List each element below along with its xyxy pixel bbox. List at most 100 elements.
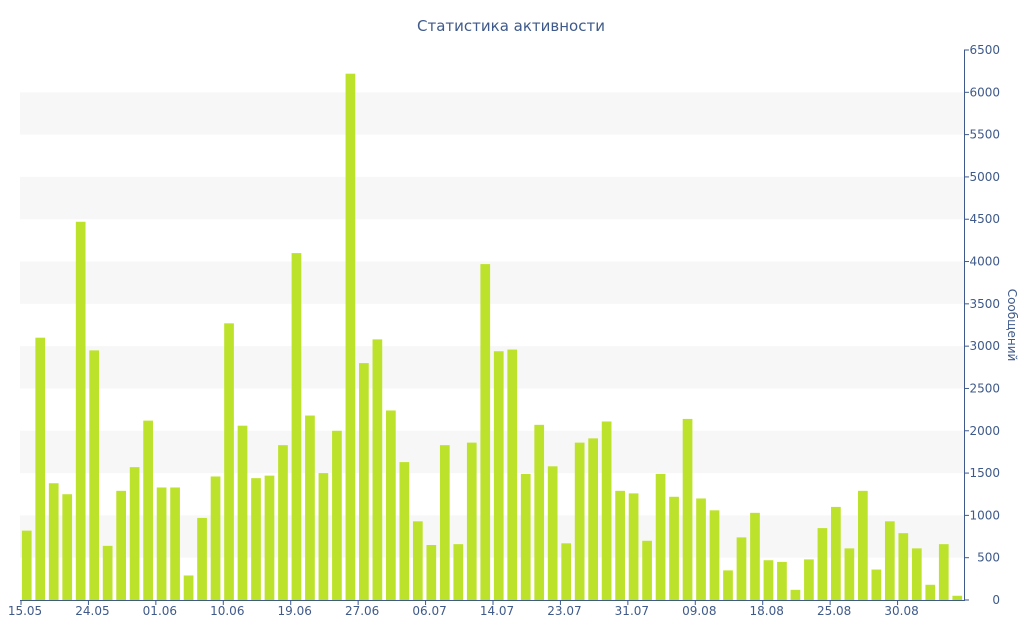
bar: [682, 418, 693, 600]
bar: [35, 337, 46, 600]
x-tick-label: 10.06: [210, 604, 244, 618]
x-tick-label: 06.07: [412, 604, 446, 618]
bar: [412, 521, 423, 600]
bar: [871, 569, 882, 600]
x-tick-label: 31.07: [615, 604, 649, 618]
y-tick-label: 3500: [969, 297, 1000, 311]
bar: [197, 517, 207, 600]
grid-band: [20, 346, 964, 389]
bar: [938, 544, 949, 600]
bar: [129, 467, 140, 600]
bar: [817, 528, 828, 600]
bar: [628, 493, 639, 600]
bar: [669, 496, 679, 600]
x-tick-label: 30.08: [884, 604, 918, 618]
bar: [952, 595, 963, 600]
bar: [156, 487, 167, 600]
bar: [763, 560, 774, 600]
bar: [75, 221, 86, 600]
bar: [884, 521, 895, 600]
bar: [224, 323, 234, 600]
bar: [493, 351, 504, 600]
grid-band: [20, 261, 964, 304]
grid-bands: [20, 92, 964, 558]
y-axis-title: Сообщений: [1005, 289, 1019, 362]
y-tick-label: 2000: [969, 424, 1000, 438]
bar: [858, 490, 868, 600]
y-tick-label: 4500: [969, 212, 1000, 226]
grid-band: [20, 430, 964, 474]
bar: [439, 445, 450, 600]
bar: [466, 442, 477, 600]
y-tick-label: 1500: [969, 466, 1000, 480]
bar: [48, 483, 59, 600]
bar: [925, 584, 936, 600]
bar: [615, 490, 625, 600]
bar: [102, 545, 113, 600]
bar: [359, 363, 369, 600]
bar: [547, 466, 558, 600]
bar: [399, 462, 410, 600]
bar: [264, 475, 275, 600]
x-tick-label: 24.05: [75, 604, 109, 618]
bar: [534, 424, 545, 600]
x-tick-label: 01.06: [143, 604, 177, 618]
bar: [237, 425, 248, 600]
bar: [480, 264, 491, 600]
bar: [62, 494, 73, 600]
bar: [709, 510, 720, 600]
bar: [750, 512, 760, 600]
bar: [210, 476, 221, 600]
bar: [305, 415, 315, 600]
bar: [561, 543, 572, 600]
bar: [804, 559, 814, 600]
y-tick-label: 5500: [969, 128, 1000, 142]
bar: [898, 533, 909, 600]
x-tick-label: 25.08: [817, 604, 851, 618]
y-tick-label: 500: [977, 551, 1000, 565]
bar: [345, 73, 356, 600]
x-tick-label: 09.08: [682, 604, 716, 618]
bar: [89, 350, 100, 600]
bar: [251, 478, 261, 600]
bar: [911, 548, 922, 600]
bar: [655, 473, 666, 600]
bar: [426, 545, 437, 600]
y-tick-label: 3000: [969, 339, 1000, 353]
bars: [21, 73, 963, 600]
bar: [21, 530, 32, 600]
chart-title: Статистика активности: [417, 17, 605, 35]
bar: [278, 445, 288, 600]
grid-band: [20, 92, 964, 135]
bar: [507, 349, 518, 600]
bar: [291, 253, 302, 600]
y-tick-label: 2500: [969, 381, 1000, 395]
bar: [831, 506, 841, 600]
bar: [790, 589, 801, 600]
bar: [574, 442, 585, 600]
x-tick-label: 18.08: [750, 604, 784, 618]
bar: [844, 548, 855, 600]
bar: [170, 487, 180, 600]
bar: [183, 575, 194, 600]
y-tick-label: 4000: [969, 255, 1000, 269]
y-tick-label: 5000: [969, 170, 1000, 184]
x-tick-label: 15.05: [8, 604, 42, 618]
bar: [332, 430, 342, 600]
y-tick-label: 6000: [969, 85, 1000, 99]
x-tick-label: 27.06: [345, 604, 379, 618]
x-tick-label: 14.07: [480, 604, 514, 618]
bar: [736, 537, 747, 600]
bar: [318, 473, 329, 600]
bar: [777, 561, 787, 600]
bar: [642, 540, 652, 600]
bar: [520, 473, 531, 600]
y-tick-label: 6500: [969, 43, 1000, 57]
bar: [116, 490, 126, 600]
bar: [588, 438, 598, 600]
bar: [601, 421, 612, 600]
grid-band: [20, 176, 964, 220]
x-tick-label: 19.06: [278, 604, 312, 618]
bar: [453, 544, 464, 600]
